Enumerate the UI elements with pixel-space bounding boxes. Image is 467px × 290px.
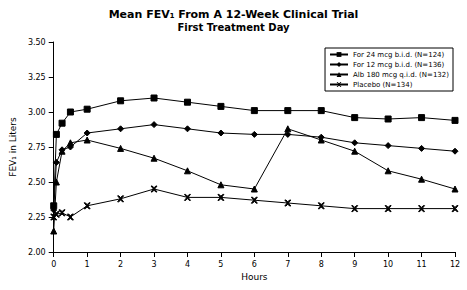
svg-text:FEV₁ in Liters: FEV₁ in Liters <box>8 117 18 177</box>
svg-text:2.00: 2.00 <box>28 248 46 257</box>
svg-text:3: 3 <box>151 260 156 269</box>
svg-text:Hours: Hours <box>241 272 268 282</box>
svg-text:Alb 180 mcg q.i.d. (N=132): Alb 180 mcg q.i.d. (N=132) <box>353 71 449 79</box>
svg-text:2.75: 2.75 <box>28 143 46 152</box>
svg-text:6: 6 <box>252 260 257 269</box>
svg-text:0: 0 <box>51 260 56 269</box>
svg-text:2: 2 <box>118 260 123 269</box>
svg-text:12: 12 <box>450 260 460 269</box>
svg-text:2.50: 2.50 <box>28 178 46 187</box>
svg-text:First Treatment Day: First Treatment Day <box>177 22 290 33</box>
svg-text:Placebo (N=134): Placebo (N=134) <box>353 81 413 89</box>
svg-text:11: 11 <box>416 260 426 269</box>
svg-text:3.00: 3.00 <box>28 108 46 117</box>
svg-text:9: 9 <box>352 260 357 269</box>
svg-text:2.25: 2.25 <box>28 213 46 222</box>
svg-text:3.50: 3.50 <box>28 38 46 47</box>
svg-text:7: 7 <box>285 260 290 269</box>
svg-text:8: 8 <box>319 260 324 269</box>
svg-text:1: 1 <box>85 260 90 269</box>
svg-text:For 12 mcg b.i.d. (N=136): For 12 mcg b.i.d. (N=136) <box>353 61 445 69</box>
svg-text:4: 4 <box>185 260 190 269</box>
svg-text:Mean FEV₁ From A 12-Week Clini: Mean FEV₁ From A 12-Week Clinical Trial <box>109 8 359 21</box>
svg-text:For 24 mcg b.i.d. (N=124): For 24 mcg b.i.d. (N=124) <box>353 51 445 59</box>
svg-text:3.25: 3.25 <box>28 73 46 82</box>
svg-text:5: 5 <box>218 260 223 269</box>
svg-text:10: 10 <box>383 260 393 269</box>
